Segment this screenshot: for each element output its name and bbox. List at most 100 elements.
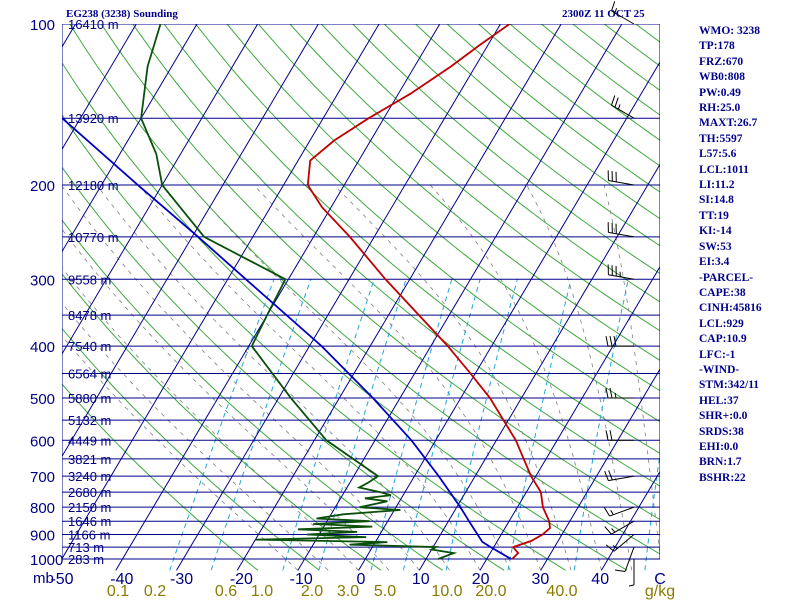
wind-barb-staff: [611, 520, 635, 535]
height-label: 3240 m: [68, 469, 111, 484]
height-label: 2680 m: [68, 485, 111, 500]
dry-adiabat: [383, 24, 660, 247]
height-label: 13920 m: [68, 111, 119, 126]
pressure-tick-label: 200: [30, 178, 55, 195]
dry-adiabat: [62, 327, 320, 571]
dry-adiabat: [62, 383, 259, 571]
height-label: 9558 m: [68, 272, 111, 287]
isotherm: [358, 61, 660, 571]
wind-barb-half-flag: [612, 545, 618, 550]
index-item: WB0:808: [699, 71, 745, 84]
mixing-ratio-line: [370, 279, 453, 571]
wind-barb-staff: [608, 180, 635, 186]
mixing-ratio-line: [507, 279, 572, 571]
wind-barb-half-flag: [617, 104, 621, 110]
dry-adiabat: [62, 273, 382, 571]
index-item: LFC:-1: [699, 348, 736, 361]
dry-adiabat: [62, 166, 505, 571]
isotherm: [62, 24, 259, 355]
mixing-ratio-label: g/kg: [645, 583, 675, 600]
dry-adiabat: [100, 24, 660, 521]
index-item: BRN:1.7: [699, 456, 742, 469]
index-item: HEL:37: [699, 394, 739, 407]
dry-adiabat: [289, 24, 660, 332]
height-label: 3821 m: [68, 452, 111, 467]
wind-barb-flag: [614, 569, 626, 573]
wind-barb: [607, 264, 635, 280]
index-item: SW:53: [699, 240, 732, 253]
index-item: CAP:10.9: [699, 333, 747, 346]
wind-barb: [603, 506, 635, 517]
mixing-ratio-label: 2.0: [301, 583, 323, 600]
index-item: TH:5597: [699, 132, 743, 145]
mixing-ratio-label: 5.0: [374, 583, 396, 600]
height-label: 2150 m: [68, 500, 111, 515]
isotherm: [62, 24, 198, 253]
temperature-tick-label: -50: [50, 571, 73, 588]
wind-barb: [628, 559, 635, 587]
moist-adiabat: [430, 184, 602, 571]
isotherm: [418, 163, 660, 571]
pressure-tick-label: 900: [30, 528, 55, 545]
temperature-tick-label: C: [654, 571, 666, 588]
index-item: EI:3.4: [699, 256, 730, 269]
dry-adiabat: [195, 24, 660, 423]
chart-title: EG238 (3238) Sounding: [66, 8, 178, 20]
index-item: CAPE:38: [699, 286, 746, 299]
mixing-ratio-line: [445, 279, 518, 571]
wind-barb-flag: [605, 336, 609, 347]
wind-barb: [607, 170, 635, 186]
indices-panel: WMO: 3238 TP:178 FRZ:670 WB0:808 PW:0.49 RH:2…: [699, 24, 762, 486]
temperature-tick-label: 10: [412, 571, 430, 588]
wind-barb: [604, 470, 635, 482]
dry-adiabat: [320, 24, 660, 303]
wind-barb-half-flag: [610, 510, 614, 515]
temperature-tick-label: -10: [290, 571, 313, 588]
height-label: 1646 m: [68, 514, 111, 529]
wind-barb-staff: [611, 10, 635, 25]
mixing-ratio-label: 40.0: [546, 583, 577, 600]
wind-barb: [605, 336, 634, 347]
index-item: EHI:0.0: [699, 440, 739, 453]
valid-time: 2300Z 11 OCT 25: [562, 8, 645, 20]
height-label: 4449 m: [68, 433, 111, 448]
pressure-tick-label: 1000: [30, 552, 63, 569]
wind-barb: [611, 95, 635, 119]
parcel-line: [62, 116, 512, 560]
wind-barb-staff: [609, 506, 635, 517]
wind-barb-flag: [611, 1, 616, 12]
dry-adiabat: [226, 24, 660, 392]
pressure-tick-label: 300: [30, 272, 55, 289]
wind-barb-staff: [608, 231, 635, 238]
wind-barb: [607, 222, 635, 238]
mixing-ratio-label: 0.1: [107, 583, 129, 600]
wind-barb-flag: [613, 336, 617, 347]
moist-adiabat: [62, 185, 420, 571]
index-item: BSHR:22: [699, 471, 746, 484]
index-item: PW:0.49: [699, 86, 741, 99]
wind-barb: [604, 520, 635, 535]
temperature-tick-label: -20: [230, 571, 253, 588]
dry-adiabat: [132, 24, 660, 487]
wind-barb-flag: [609, 430, 613, 441]
isotherm: [479, 265, 660, 571]
plot-frame: [62, 24, 660, 560]
wind-barb-staff: [608, 274, 635, 280]
pressure-tick-label: 500: [30, 391, 55, 408]
wind-barb-flag: [604, 470, 609, 481]
pressure-tick-label: 700: [30, 469, 55, 486]
pressure-tick-label: 800: [30, 500, 55, 517]
pressure-tick-label: 100: [30, 17, 55, 34]
index-item: RH:25.0: [699, 102, 741, 115]
wind-barb: [605, 430, 634, 441]
dry-adiabat: [352, 24, 660, 275]
index-item: LCL:929: [699, 317, 744, 330]
index-item: LI:11.2: [699, 179, 735, 192]
mixing-ratio-line: [169, 279, 275, 571]
index-item: TT:19: [699, 209, 729, 222]
index-item: SI:14.8: [699, 194, 734, 207]
moist-adiabat: [138, 184, 481, 571]
isotherm: [297, 24, 623, 571]
temperature-tick-label: -30: [170, 571, 193, 588]
index-item: KI:-14: [699, 225, 732, 238]
